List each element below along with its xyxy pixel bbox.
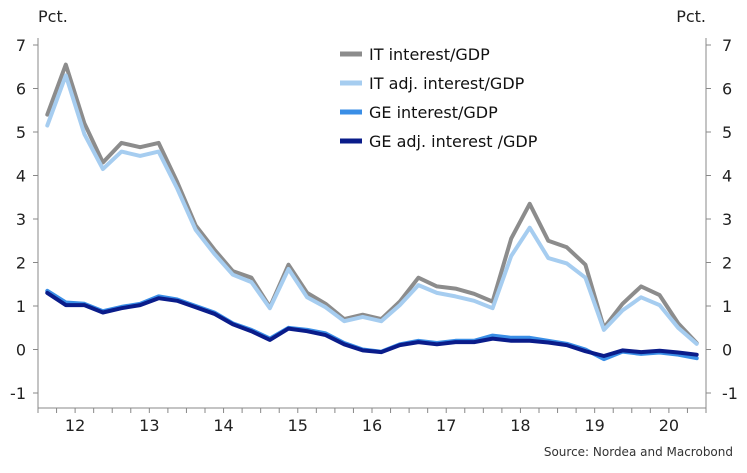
- y-tick-label-right: 0: [722, 341, 732, 360]
- y-tick-label-right: 5: [722, 123, 732, 142]
- y-tick-label-right: 6: [722, 80, 732, 99]
- series-line-3: [45, 288, 699, 362]
- legend-label-4: GE adj. interest /GDP: [369, 132, 538, 151]
- y-tick-label-right: 7: [722, 36, 732, 55]
- y-tick-label-right: 2: [722, 254, 732, 273]
- y-axis-unit-left: Pct.: [38, 7, 68, 26]
- x-tick-label: 15: [288, 416, 308, 435]
- legend: IT interest/GDP IT adj. interest/GDP GE in…: [340, 45, 538, 151]
- y-tick-label-left: 0: [16, 341, 26, 360]
- series-line-4: [45, 290, 699, 358]
- legend-label-3: GE interest/GDP: [369, 103, 498, 122]
- series-lines: [45, 62, 699, 362]
- x-tick-label: 20: [659, 416, 679, 435]
- y-tick-label-right: 4: [722, 167, 732, 186]
- y-tick-label-left: 3: [16, 210, 26, 229]
- x-tick-label: 19: [584, 416, 604, 435]
- legend-label-1: IT interest/GDP: [369, 45, 490, 64]
- y-tick-label-left: 6: [16, 80, 26, 99]
- series-line-1: [45, 62, 699, 345]
- series-line-2: [45, 73, 699, 346]
- axes: -1 -10 01 12 23 34 45 56 67 712 13 14 15 16 17 18 19 20: [10, 36, 738, 435]
- y-tick-label-left: 7: [16, 36, 26, 55]
- y-tick-label-right: 1: [722, 297, 732, 316]
- y-tick-label-left: -1: [10, 384, 26, 403]
- x-tick-label: 17: [436, 416, 456, 435]
- x-tick-label: 14: [213, 416, 233, 435]
- x-tick-label: 16: [362, 416, 382, 435]
- source-note: Source: Nordea and Macrobond: [544, 445, 733, 459]
- x-tick-label: 12: [65, 416, 85, 435]
- y-tick-label-left: 4: [16, 167, 26, 186]
- x-tick-label: 18: [510, 416, 530, 435]
- y-axis-unit-right: Pct.: [676, 7, 706, 26]
- y-tick-label-right: -1: [722, 384, 738, 403]
- x-tick-label: 13: [139, 416, 159, 435]
- y-tick-label-right: 3: [722, 210, 732, 229]
- y-tick-label-left: 2: [16, 254, 26, 273]
- y-tick-label-left: 1: [16, 297, 26, 316]
- legend-label-2: IT adj. interest/GDP: [369, 74, 525, 93]
- y-tick-label-left: 5: [16, 123, 26, 142]
